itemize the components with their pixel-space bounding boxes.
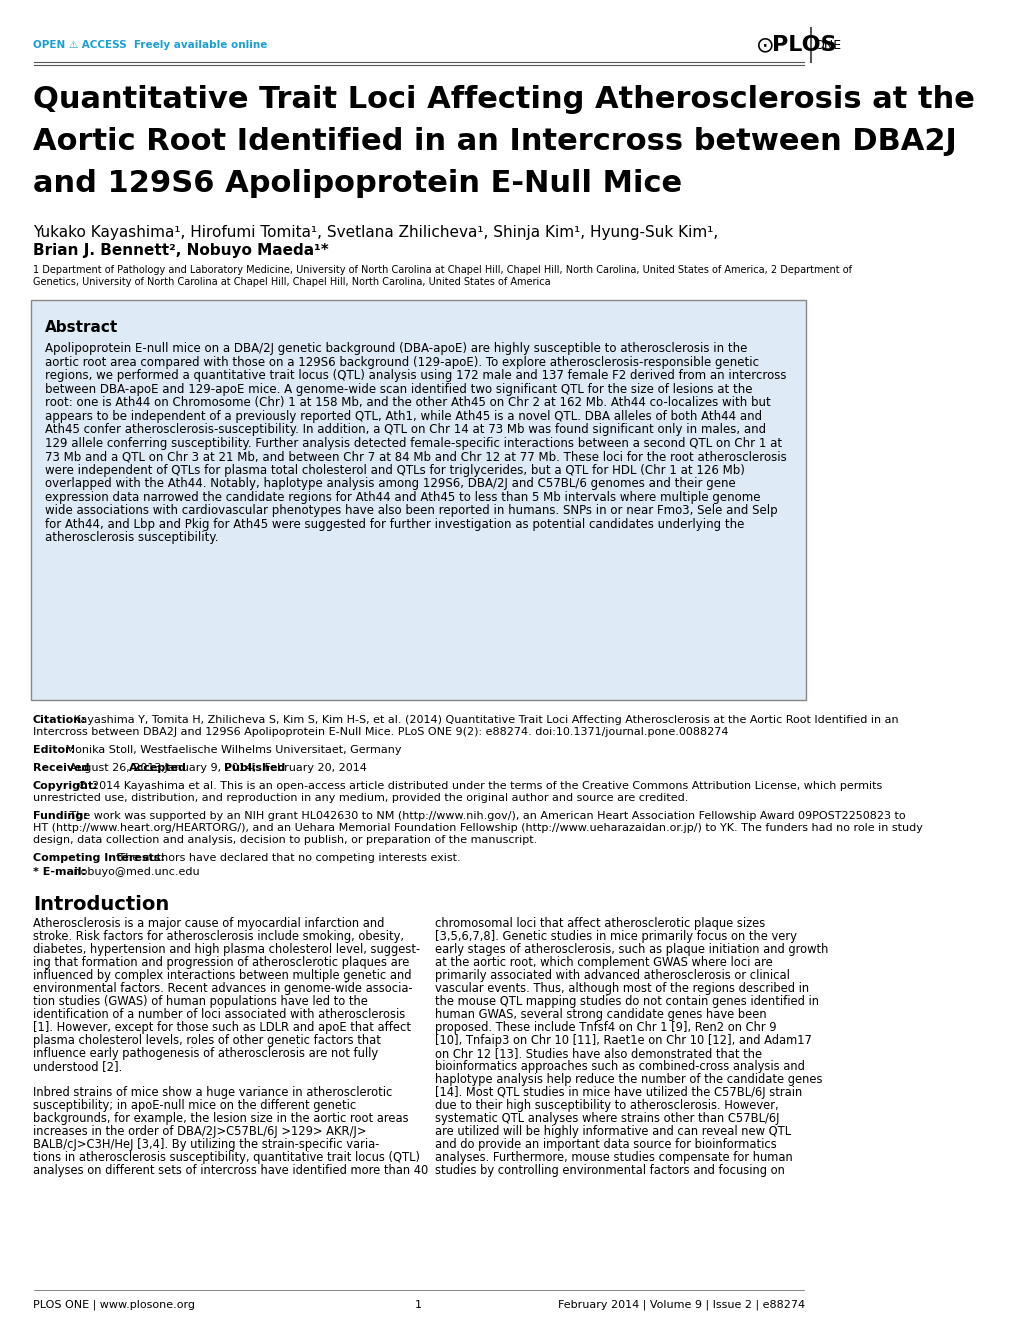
Text: The authors have declared that no competing interests exist.: The authors have declared that no compet… xyxy=(115,853,461,863)
Text: for Ath44, and Lbp and Pkig for Ath45 were suggested for further investigation a: for Ath44, and Lbp and Pkig for Ath45 we… xyxy=(45,518,744,531)
Text: atherosclerosis susceptibility.: atherosclerosis susceptibility. xyxy=(45,531,218,544)
Text: BALB/cJ>C3H/HeJ [3,4]. By utilizing the strain-specific varia-: BALB/cJ>C3H/HeJ [3,4]. By utilizing the … xyxy=(33,1138,379,1151)
Text: backgrounds, for example, the lesion size in the aortic root areas: backgrounds, for example, the lesion siz… xyxy=(33,1112,408,1125)
Text: primarily associated with advanced atherosclerosis or clinical: primarily associated with advanced ather… xyxy=(435,969,790,982)
Text: plasma cholesterol levels, roles of other genetic factors that: plasma cholesterol levels, roles of othe… xyxy=(33,1034,380,1047)
Text: Inbred strains of mice show a huge variance in atherosclerotic: Inbred strains of mice show a huge varia… xyxy=(33,1087,392,1098)
Text: identification of a number of loci associated with atherosclerosis: identification of a number of loci assoc… xyxy=(33,1008,405,1021)
Text: [14]. Most QTL studies in mice have utilized the C57BL/6J strain: [14]. Most QTL studies in mice have util… xyxy=(435,1087,802,1098)
Text: ⊙: ⊙ xyxy=(755,36,773,55)
Text: vascular events. Thus, although most of the regions described in: vascular events. Thus, although most of … xyxy=(435,982,808,996)
Text: at the aortic root, which complement GWAS where loci are: at the aortic root, which complement GWA… xyxy=(435,956,772,969)
Text: overlapped with the Ath44. Notably, haplotype analysis among 129S6, DBA/2J and C: overlapped with the Ath44. Notably, hapl… xyxy=(45,477,735,490)
Text: are utilized will be highly informative and can reveal new QTL: are utilized will be highly informative … xyxy=(435,1125,791,1138)
Text: between DBA-apoE and 129-apoE mice. A genome-wide scan identified two significan: between DBA-apoE and 129-apoE mice. A ge… xyxy=(45,382,752,395)
Text: expression data narrowed the candidate regions for Ath44 and Ath45 to less than : expression data narrowed the candidate r… xyxy=(45,490,760,503)
Text: 1 Department of Pathology and Laboratory Medicine, University of North Carolina : 1 Department of Pathology and Laboratory… xyxy=(33,265,851,275)
Text: February 2014 | Volume 9 | Issue 2 | e88274: February 2014 | Volume 9 | Issue 2 | e88… xyxy=(557,1300,804,1310)
Text: diabetes, hypertension and high plasma cholesterol level, suggest-: diabetes, hypertension and high plasma c… xyxy=(33,943,420,956)
Text: ONE: ONE xyxy=(814,38,841,51)
Text: [1]. However, except for those such as LDLR and apoE that affect: [1]. However, except for those such as L… xyxy=(33,1021,411,1034)
Text: PLOS: PLOS xyxy=(771,36,836,55)
Text: Genetics, University of North Carolina at Chapel Hill, Chapel Hill, North Caroli: Genetics, University of North Carolina a… xyxy=(33,277,550,287)
Text: Funding:: Funding: xyxy=(33,811,88,820)
Text: chromosomal loci that affect atherosclerotic plaque sizes: chromosomal loci that affect atheroscler… xyxy=(435,917,764,930)
Text: susceptibility; in apoE-null mice on the different genetic: susceptibility; in apoE-null mice on the… xyxy=(33,1098,356,1112)
FancyBboxPatch shape xyxy=(32,300,806,701)
Text: Atherosclerosis is a major cause of myocardial infarction and: Atherosclerosis is a major cause of myoc… xyxy=(33,917,384,930)
Text: increases in the order of DBA/2J>C57BL/6J >129> AKR/J>: increases in the order of DBA/2J>C57BL/6… xyxy=(33,1125,366,1138)
Text: * E-mail:: * E-mail: xyxy=(33,867,86,877)
Text: the mouse QTL mapping studies do not contain genes identified in: the mouse QTL mapping studies do not con… xyxy=(435,996,818,1008)
Text: Accepted: Accepted xyxy=(128,763,186,773)
Text: understood [2].: understood [2]. xyxy=(33,1060,122,1073)
Text: due to their high susceptibility to atherosclerosis. However,: due to their high susceptibility to athe… xyxy=(435,1098,779,1112)
Text: nobuyo@med.unc.edu: nobuyo@med.unc.edu xyxy=(69,867,200,877)
Text: influence early pathogenesis of atherosclerosis are not fully: influence early pathogenesis of atherosc… xyxy=(33,1047,378,1060)
Text: Aortic Root Identified in an Intercross between DBA2J: Aortic Root Identified in an Intercross … xyxy=(33,126,956,155)
Text: were independent of QTLs for plasma total cholesterol and QTLs for triglycerides: were independent of QTLs for plasma tota… xyxy=(45,464,744,477)
Text: Kayashima Y, Tomita H, Zhilicheva S, Kim S, Kim H-S, et al. (2014) Quantitative : Kayashima Y, Tomita H, Zhilicheva S, Kim… xyxy=(69,715,898,724)
Text: August 26, 2013;: August 26, 2013; xyxy=(65,763,164,773)
Text: appears to be independent of a previously reported QTL, Ath1, while Ath45 is a n: appears to be independent of a previousl… xyxy=(45,410,761,423)
Text: Ath45 confer atherosclerosis-susceptibility. In addition, a QTL on Chr 14 at 73 : Ath45 confer atherosclerosis-susceptibil… xyxy=(45,423,765,436)
Text: 1: 1 xyxy=(415,1300,422,1310)
Text: [10], Tnfaip3 on Chr 10 [11], Raet1e on Chr 10 [12], and Adam17: [10], Tnfaip3 on Chr 10 [11], Raet1e on … xyxy=(435,1034,811,1047)
Text: Published: Published xyxy=(224,763,285,773)
Text: regions, we performed a quantitative trait locus (QTL) analysis using 172 male a: regions, we performed a quantitative tra… xyxy=(45,369,786,382)
Text: Copyright:: Copyright: xyxy=(33,781,99,792)
Text: unrestricted use, distribution, and reproduction in any medium, provided the ori: unrestricted use, distribution, and repr… xyxy=(33,793,688,803)
Text: Abstract: Abstract xyxy=(45,320,118,335)
Text: systematic QTL analyses where strains other than C57BL/6J: systematic QTL analyses where strains ot… xyxy=(435,1112,779,1125)
Text: Quantitative Trait Loci Affecting Atherosclerosis at the: Quantitative Trait Loci Affecting Athero… xyxy=(33,86,974,115)
Text: ing that formation and progression of atherosclerotic plaques are: ing that formation and progression of at… xyxy=(33,956,409,969)
Text: © 2014 Kayashima et al. This is an open-access article distributed under the ter: © 2014 Kayashima et al. This is an open-… xyxy=(73,781,881,792)
Text: wide associations with cardiovascular phenotypes have also been reported in huma: wide associations with cardiovascular ph… xyxy=(45,504,777,518)
Text: root: one is Ath44 on Chromosome (Chr) 1 at 158 Mb, and the other Ath45 on Chr 2: root: one is Ath44 on Chromosome (Chr) 1… xyxy=(45,396,770,410)
Text: January 9, 2014;: January 9, 2014; xyxy=(161,763,257,773)
Text: haplotype analysis help reduce the number of the candidate genes: haplotype analysis help reduce the numbe… xyxy=(435,1073,822,1087)
Text: studies by controlling environmental factors and focusing on: studies by controlling environmental fac… xyxy=(435,1164,785,1177)
Text: stroke. Risk factors for atherosclerosis include smoking, obesity,: stroke. Risk factors for atherosclerosis… xyxy=(33,930,404,943)
Text: The work was supported by an NIH grant HL042630 to NM (http://www.nih.gov/), an : The work was supported by an NIH grant H… xyxy=(65,811,905,820)
Text: human GWAS, several strong candidate genes have been: human GWAS, several strong candidate gen… xyxy=(435,1008,766,1021)
Text: Intercross between DBA2J and 129S6 Apolipoprotein E-Null Mice. PLoS ONE 9(2): e8: Intercross between DBA2J and 129S6 Apoli… xyxy=(33,727,728,738)
Text: bioinformatics approaches such as combined-cross analysis and: bioinformatics approaches such as combin… xyxy=(435,1060,804,1073)
Text: analyses on different sets of intercross have identified more than 40: analyses on different sets of intercross… xyxy=(33,1164,428,1177)
Text: design, data collection and analysis, decision to publish, or preparation of the: design, data collection and analysis, de… xyxy=(33,835,537,846)
Text: February 20, 2014: February 20, 2014 xyxy=(261,763,367,773)
Text: early stages of atherosclerosis, such as plaque initiation and growth: early stages of atherosclerosis, such as… xyxy=(435,943,827,956)
Text: proposed. These include Tnfsf4 on Chr 1 [9], Ren2 on Chr 9: proposed. These include Tnfsf4 on Chr 1 … xyxy=(435,1021,776,1034)
Text: tion studies (GWAS) of human populations have led to the: tion studies (GWAS) of human populations… xyxy=(33,996,368,1008)
Text: Brian J. Bennett², Nobuyo Maeda¹*: Brian J. Bennett², Nobuyo Maeda¹* xyxy=(33,244,328,258)
Text: [3,5,6,7,8]. Genetic studies in mice primarily focus on the very: [3,5,6,7,8]. Genetic studies in mice pri… xyxy=(435,930,796,943)
Text: HT (http://www.heart.org/HEARTORG/), and an Uehara Memorial Foundation Fellowshi: HT (http://www.heart.org/HEARTORG/), and… xyxy=(33,823,922,832)
Text: Editor:: Editor: xyxy=(33,745,75,755)
Text: and 129S6 Apolipoprotein E-Null Mice: and 129S6 Apolipoprotein E-Null Mice xyxy=(33,169,682,198)
Text: 129 allele conferring susceptibility. Further analysis detected female-specific : 129 allele conferring susceptibility. Fu… xyxy=(45,436,782,449)
Text: tions in atherosclerosis susceptibility, quantitative trait locus (QTL): tions in atherosclerosis susceptibility,… xyxy=(33,1151,420,1164)
Text: aortic root area compared with those on a 129S6 background (129-apoE). To explor: aortic root area compared with those on … xyxy=(45,356,758,369)
Text: Apolipoprotein E-null mice on a DBA/2J genetic background (DBA-apoE) are highly : Apolipoprotein E-null mice on a DBA/2J g… xyxy=(45,342,747,356)
Text: analyses. Furthermore, mouse studies compensate for human: analyses. Furthermore, mouse studies com… xyxy=(435,1151,792,1164)
Text: environmental factors. Recent advances in genome-wide associa-: environmental factors. Recent advances i… xyxy=(33,982,412,996)
Text: and do provide an important data source for bioinformatics: and do provide an important data source … xyxy=(435,1138,776,1151)
Text: on Chr 12 [13]. Studies have also demonstrated that the: on Chr 12 [13]. Studies have also demons… xyxy=(435,1047,761,1060)
Text: influenced by complex interactions between multiple genetic and: influenced by complex interactions betwe… xyxy=(33,969,411,982)
Text: PLOS ONE | www.plosone.org: PLOS ONE | www.plosone.org xyxy=(33,1300,195,1310)
Text: Citation:: Citation: xyxy=(33,715,87,724)
Text: Introduction: Introduction xyxy=(33,896,169,914)
Text: 73 Mb and a QTL on Chr 3 at 21 Mb, and between Chr 7 at 84 Mb and Chr 12 at 77 M: 73 Mb and a QTL on Chr 3 at 21 Mb, and b… xyxy=(45,450,786,464)
Text: Received: Received xyxy=(33,763,90,773)
Text: OPEN ⚠ ACCESS  Freely available online: OPEN ⚠ ACCESS Freely available online xyxy=(33,40,267,50)
Text: Competing Interests:: Competing Interests: xyxy=(33,853,164,863)
Text: Yukako Kayashima¹, Hirofumi Tomita¹, Svetlana Zhilicheva¹, Shinja Kim¹, Hyung-Su: Yukako Kayashima¹, Hirofumi Tomita¹, Sve… xyxy=(33,225,717,240)
Text: Monika Stoll, Westfaelische Wilhelms Universitaet, Germany: Monika Stoll, Westfaelische Wilhelms Uni… xyxy=(61,745,400,755)
